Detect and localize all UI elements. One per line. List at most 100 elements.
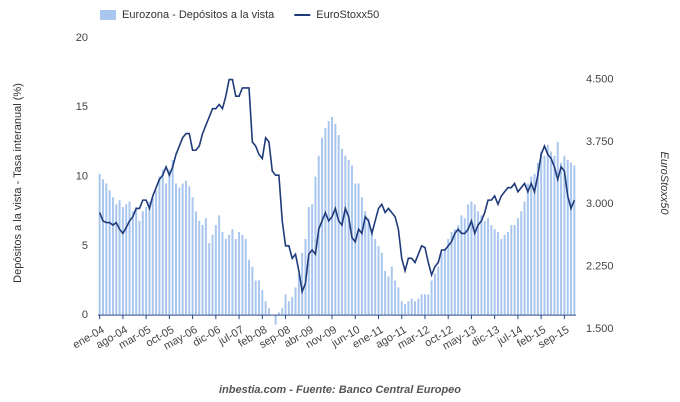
bar <box>234 238 237 316</box>
bar <box>530 176 533 316</box>
bar <box>188 186 191 316</box>
bar <box>135 207 138 316</box>
bar <box>148 201 151 316</box>
y-axis-title: Depósitos a la vista - Tasa interanual (… <box>12 83 24 283</box>
bar <box>294 287 297 316</box>
bar <box>231 229 234 316</box>
bar <box>404 304 407 316</box>
bar <box>344 155 347 316</box>
bar <box>327 121 330 316</box>
bar <box>563 155 566 316</box>
line <box>98 78 576 295</box>
bar <box>550 151 553 316</box>
bar <box>204 218 207 316</box>
bar <box>101 179 104 316</box>
bar <box>473 204 476 316</box>
bar <box>516 218 519 316</box>
bar <box>321 137 324 316</box>
bar <box>354 183 357 316</box>
bar <box>364 211 367 316</box>
bar <box>423 294 426 316</box>
bar <box>168 169 171 316</box>
bar <box>214 225 217 316</box>
bar <box>155 190 158 316</box>
y2-tick-label: 3.000 <box>586 198 614 210</box>
bar <box>141 211 144 316</box>
bar <box>370 229 373 316</box>
bar <box>467 204 470 316</box>
bar <box>470 201 473 316</box>
bar <box>254 280 257 316</box>
bar <box>367 218 370 316</box>
bar <box>105 183 108 316</box>
bar <box>261 290 264 316</box>
bar <box>251 266 254 316</box>
bar <box>181 183 184 316</box>
bar <box>397 287 400 316</box>
bar <box>145 207 148 316</box>
bar <box>184 180 187 316</box>
bar <box>513 225 516 316</box>
bar <box>274 315 277 325</box>
bar <box>417 298 420 316</box>
bar <box>573 165 576 316</box>
bar <box>340 148 343 316</box>
bar <box>317 155 320 316</box>
bar <box>553 155 556 316</box>
bar <box>523 201 526 316</box>
bar <box>128 201 131 316</box>
bar <box>284 294 287 316</box>
bar <box>115 204 118 316</box>
bar <box>400 301 403 316</box>
bar <box>410 298 413 316</box>
bar <box>447 238 450 316</box>
bar <box>228 234 231 316</box>
bar <box>198 220 201 316</box>
bar <box>440 252 443 316</box>
y2-tick-label: 4.500 <box>586 73 614 85</box>
bar <box>496 232 499 316</box>
bar <box>357 183 360 316</box>
bar <box>175 183 178 316</box>
bar <box>374 238 377 316</box>
bar <box>380 252 383 316</box>
bar <box>433 273 436 316</box>
bar <box>171 159 174 316</box>
bar <box>377 245 380 316</box>
bar <box>390 266 393 316</box>
bar <box>477 211 480 316</box>
bar <box>311 204 314 316</box>
bar <box>483 220 486 316</box>
bar <box>194 211 197 316</box>
bar <box>460 215 463 316</box>
bar <box>480 215 483 316</box>
bar <box>191 197 194 316</box>
bar <box>158 176 161 316</box>
bar <box>430 280 433 316</box>
bar <box>257 280 260 316</box>
bar <box>281 308 284 316</box>
y-tick-label: 0 <box>82 309 88 321</box>
bar <box>420 294 423 316</box>
bar <box>347 159 350 316</box>
y2-axis-title: EuroStoxx50 <box>658 152 670 216</box>
bar <box>437 266 440 316</box>
legend-label: EuroStoxx50 <box>316 9 379 21</box>
bar <box>546 144 549 316</box>
bar <box>493 229 496 316</box>
legend-swatch <box>100 10 116 20</box>
y2-tick-label: 3.750 <box>586 136 614 148</box>
legend-label: Eurozona - Depósitos a la vista <box>122 9 275 21</box>
bar <box>453 229 456 316</box>
bar <box>334 123 337 316</box>
y-tick-label: 10 <box>76 170 88 182</box>
bar <box>394 280 397 316</box>
bar <box>165 183 168 316</box>
bar <box>324 128 327 316</box>
bar <box>556 141 559 316</box>
bar <box>301 252 304 316</box>
bar <box>543 155 546 316</box>
bar <box>503 234 506 316</box>
bar <box>238 232 241 316</box>
